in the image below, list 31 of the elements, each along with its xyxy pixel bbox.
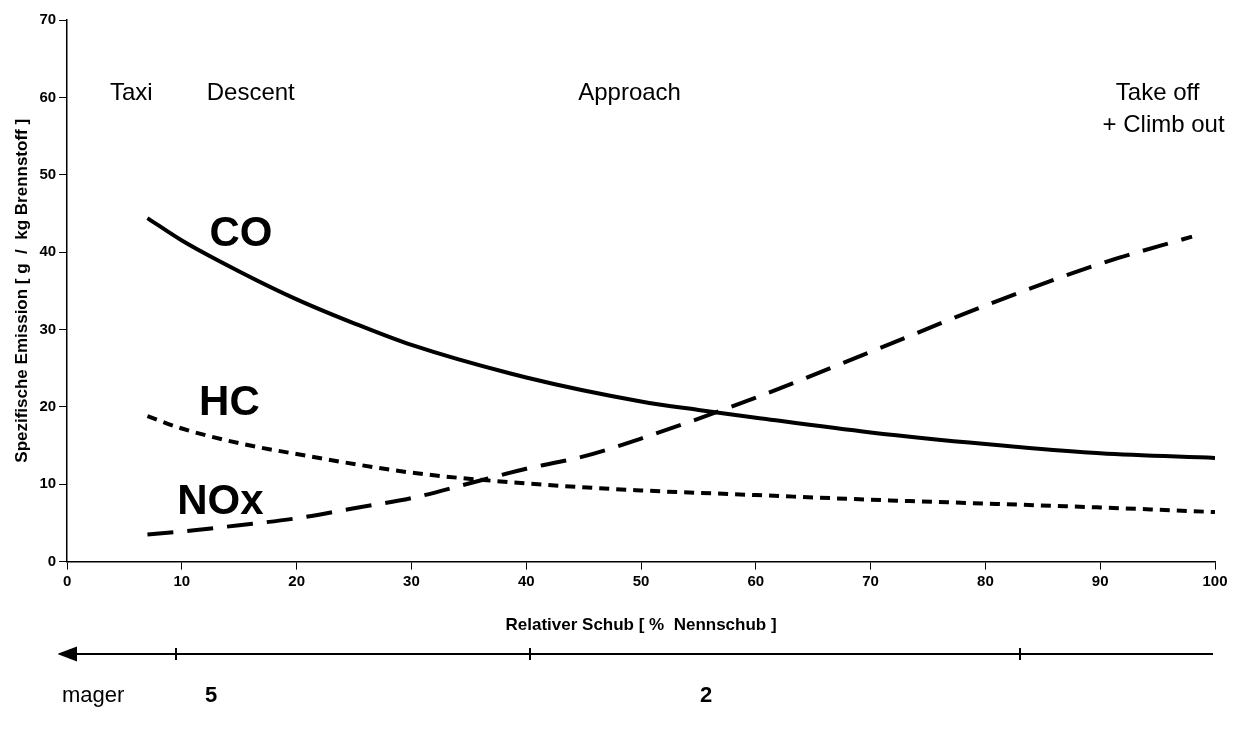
y-tick-label: 0 [47, 551, 57, 569]
x-tick-label: 100 [1202, 571, 1228, 589]
annotation: Taxi [110, 78, 153, 106]
text: mager [62, 682, 125, 708]
y-tick-label: 30 [39, 319, 57, 337]
text: 5 [205, 682, 218, 708]
y-tick-label: 20 [39, 397, 57, 414]
x-axis-title: Relativer Schub [ % Nennschub ] [505, 615, 777, 635]
annotation: Descent [206, 78, 296, 106]
y-tick-label: 40 [39, 242, 57, 260]
series-label: CO [209, 207, 273, 255]
x-tick-label: 10 [173, 571, 191, 589]
x-tick-label: 80 [977, 571, 994, 589]
y-tick-label: 70 [39, 10, 57, 28]
x-tick-label: 40 [517, 571, 535, 589]
annotation: Approach [578, 78, 681, 106]
x-tick-label: 90 [1091, 571, 1109, 589]
series-label: NOx [177, 476, 265, 524]
x-tick-label: 0 [62, 571, 72, 589]
y-axis-title: Spezifische Emission [ g / kg Brennstoff ] [11, 118, 31, 463]
y-tick-label: 50 [39, 164, 57, 182]
text: 2 [700, 682, 713, 708]
x-tick-label: 50 [632, 571, 650, 589]
y-tick-label: 10 [39, 474, 57, 492]
annotation: Take off + Climb out [1102, 78, 1225, 138]
x-tick-label: 30 [403, 571, 420, 589]
x-tick-label: 60 [747, 571, 765, 589]
y-tick-label: 60 [39, 87, 57, 105]
series-label: HC [199, 377, 260, 425]
x-tick-label: 70 [862, 571, 879, 589]
x-tick-label: 20 [288, 571, 306, 589]
